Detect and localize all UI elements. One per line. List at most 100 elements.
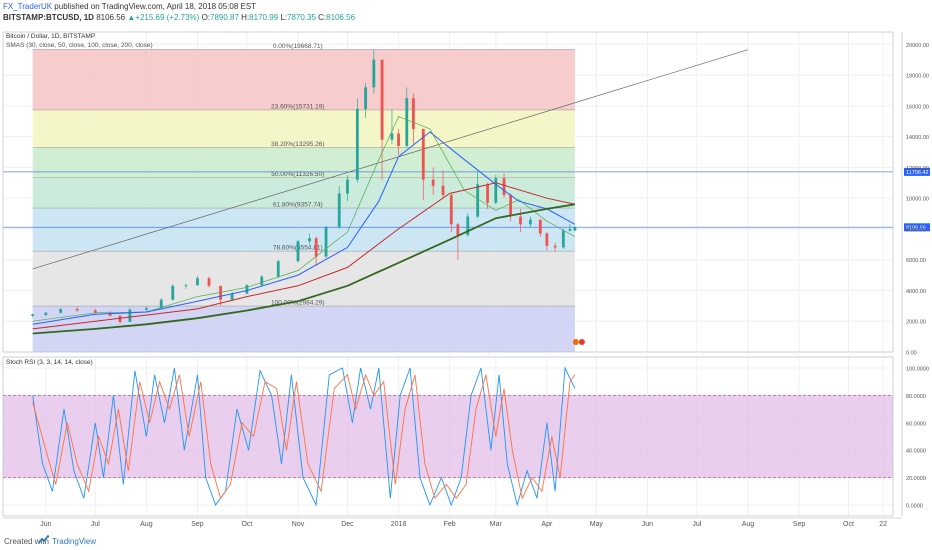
last-price: 8106.56 bbox=[96, 13, 125, 22]
candle-body bbox=[432, 180, 435, 186]
candle-body bbox=[315, 238, 318, 256]
candle-body bbox=[372, 60, 375, 88]
time-tick-label: Mar bbox=[490, 521, 503, 528]
candle-body bbox=[494, 178, 497, 203]
candle-body bbox=[450, 195, 453, 224]
candle-body bbox=[94, 310, 97, 312]
price-tick-label: 0.00 bbox=[906, 351, 917, 357]
stoch-tick-label: 100.0000 bbox=[906, 366, 929, 372]
time-axis[interactable]: Jun Jul Aug Sep Oct Nov Dec 2018 Feb Mar Apr May Jun… bbox=[40, 521, 887, 528]
publish-line: FX_TraderUK published on TradingView.com… bbox=[3, 1, 256, 12]
candle-body bbox=[574, 227, 577, 230]
time-tick-label: Aug bbox=[742, 521, 755, 528]
price-tick-label: 4000.00 bbox=[906, 289, 926, 295]
candle-body bbox=[277, 261, 280, 276]
symbol-title: Bitcoin / Dollar, 1D, BITSTAMP bbox=[6, 33, 95, 40]
candle-body bbox=[364, 87, 367, 109]
candle-body bbox=[129, 310, 132, 322]
candle-body bbox=[569, 229, 572, 231]
stoch-tick-label: 80.0000 bbox=[906, 394, 926, 400]
candle-body bbox=[338, 194, 341, 228]
price-tick-label: 18000.00 bbox=[906, 74, 929, 80]
candle-body bbox=[325, 227, 328, 256]
time-tick-label: Jul bbox=[91, 521, 100, 528]
fibonacci-level-label: 38.20%(13295.26) bbox=[271, 141, 325, 148]
candle-body bbox=[185, 285, 188, 286]
candle-body bbox=[119, 316, 122, 322]
candle-body bbox=[196, 278, 199, 285]
low-label: L: bbox=[280, 13, 287, 22]
stoch-tick-label: 20.0000 bbox=[906, 476, 926, 482]
candle-body bbox=[208, 278, 211, 286]
candle-body bbox=[76, 309, 79, 311]
author-link[interactable]: FX_TraderUK bbox=[3, 2, 52, 11]
candle-body bbox=[562, 230, 565, 247]
publish-info: published on TradingView.com, April 18, … bbox=[54, 2, 256, 11]
candle-body bbox=[539, 220, 542, 234]
price-tick-label: 12000.00 bbox=[906, 166, 929, 172]
time-tick-label: Jun bbox=[642, 521, 653, 528]
candle-body bbox=[397, 134, 400, 146]
price-tick-label: 16000.00 bbox=[906, 104, 929, 110]
time-tick-label: May bbox=[590, 521, 604, 528]
time-tick-label: Sep bbox=[191, 521, 204, 528]
candle-body bbox=[476, 184, 479, 216]
candle-body bbox=[44, 313, 47, 315]
stoch-axis[interactable]: 0.0000 20.0000 40.0000 60.0000 80.0000 100.00… bbox=[906, 366, 929, 509]
time-tick-label: Sep bbox=[793, 521, 806, 528]
candle-body bbox=[171, 286, 174, 300]
tradingview-logo-icon bbox=[38, 535, 50, 546]
time-tick-label: Jun bbox=[40, 521, 51, 528]
event-marker-icon[interactable] bbox=[579, 339, 585, 345]
time-tick-label: Aug bbox=[140, 521, 153, 528]
candle-body bbox=[412, 98, 415, 129]
high-value: 8170.99 bbox=[249, 13, 278, 22]
candle-body bbox=[297, 241, 300, 261]
price-tick-label: 2000.00 bbox=[906, 320, 926, 326]
fibonacci-zone bbox=[33, 49, 575, 110]
time-tick-label: 2018 bbox=[391, 521, 407, 528]
fibonacci-level-label: 61.80%(9357.74) bbox=[273, 202, 323, 209]
candle-body bbox=[31, 314, 34, 316]
candle-body bbox=[145, 308, 148, 310]
candle-body bbox=[442, 186, 445, 195]
stoch-rsi-pane[interactable]: 0.0000 20.0000 40.0000 60.0000 80.0000 100.00… bbox=[3, 357, 929, 516]
candle-body bbox=[308, 238, 311, 241]
chart-footer: Created with TradingView bbox=[0, 532, 932, 550]
stoch-tick-label: 60.0000 bbox=[906, 421, 926, 427]
candle-body bbox=[503, 178, 506, 195]
price-tick-label: 20000.00 bbox=[906, 43, 929, 49]
high-label: H: bbox=[241, 13, 249, 22]
low-value: 7870.35 bbox=[287, 13, 316, 22]
time-tick-label: 22 bbox=[879, 521, 887, 528]
candle-body bbox=[554, 246, 557, 248]
candle-body bbox=[456, 224, 459, 235]
price-tick-label: 6000.00 bbox=[906, 258, 926, 264]
candle-body bbox=[545, 234, 548, 246]
candle-body bbox=[246, 285, 249, 293]
time-tick-label: Dec bbox=[341, 521, 354, 528]
candle-body bbox=[529, 220, 532, 225]
price-tick-label: 8000.00 bbox=[906, 227, 926, 233]
price-axis[interactable]: 0.00 2000.00 4000.00 6000.00 8000.00 10000.00… bbox=[906, 43, 929, 357]
price-tick-label: 14000.00 bbox=[906, 135, 929, 141]
price-tick-label: 10000.00 bbox=[906, 197, 929, 203]
candle-body bbox=[519, 217, 522, 225]
fibonacci-zone bbox=[33, 251, 575, 306]
time-tick-label: Oct bbox=[843, 521, 854, 528]
time-tick-label: Oct bbox=[241, 521, 252, 528]
time-tick-label: Feb bbox=[444, 521, 456, 528]
open-label: O: bbox=[202, 13, 210, 22]
candle-body bbox=[346, 180, 349, 194]
price-change: +215.69 (+2.73%) bbox=[135, 13, 199, 22]
candle-body bbox=[405, 98, 408, 146]
time-tick-label: Jul bbox=[692, 521, 701, 528]
candle-body bbox=[486, 184, 489, 202]
price-pane[interactable]: 0.00%(19668.71) 23.60%(15731.19) 38.20%(13… bbox=[3, 32, 930, 357]
time-tick-label: Nov bbox=[292, 521, 305, 528]
candle-body bbox=[391, 134, 394, 140]
tradingview-brand[interactable]: TradingView bbox=[52, 537, 96, 546]
event-marker-icon[interactable] bbox=[573, 339, 579, 345]
candle-body bbox=[509, 195, 512, 217]
